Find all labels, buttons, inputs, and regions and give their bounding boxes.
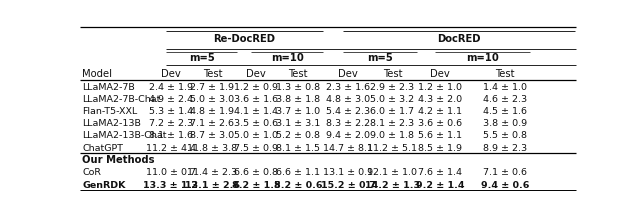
- Text: 7.1 ± 0.6: 7.1 ± 0.6: [483, 168, 527, 177]
- Text: 5.0 ± 1.0: 5.0 ± 1.0: [234, 131, 278, 140]
- Text: DocRED: DocRED: [438, 34, 481, 44]
- Text: LLaMA2-13B-Chat: LLaMA2-13B-Chat: [83, 131, 167, 140]
- Text: 5.6 ± 1.1: 5.6 ± 1.1: [418, 131, 462, 140]
- Text: Re-DocRED: Re-DocRED: [213, 34, 275, 44]
- Text: m=5: m=5: [367, 53, 393, 63]
- Text: 13.1 ± 0.9: 13.1 ± 0.9: [323, 168, 373, 177]
- Text: 7.5 ± 0.9: 7.5 ± 0.9: [234, 143, 278, 152]
- Text: 1.2 ± 0.9: 1.2 ± 0.9: [234, 83, 278, 91]
- Text: 13.3 ± 1.2: 13.3 ± 1.2: [143, 180, 198, 189]
- Text: 5.0 ± 3.2: 5.0 ± 3.2: [371, 95, 415, 104]
- Text: 6.6 ± 0.8: 6.6 ± 0.8: [234, 168, 278, 177]
- Text: Flan-T5-XXL: Flan-T5-XXL: [83, 107, 138, 116]
- Text: 6.0 ± 1.7: 6.0 ± 1.7: [371, 107, 415, 116]
- Text: Test: Test: [495, 69, 515, 78]
- Text: 4.9 ± 2.4: 4.9 ± 2.4: [148, 95, 193, 104]
- Text: 9.4 ± 0.6: 9.4 ± 0.6: [481, 180, 529, 189]
- Text: m=10: m=10: [466, 53, 499, 63]
- Text: 5.4 ± 2.3: 5.4 ± 2.3: [326, 107, 371, 116]
- Text: m=10: m=10: [271, 53, 303, 63]
- Text: 7.1 ± 2.6: 7.1 ± 2.6: [191, 119, 234, 128]
- Text: GenRDK: GenRDK: [83, 180, 126, 189]
- Text: 2.7 ± 1.9: 2.7 ± 1.9: [191, 83, 234, 91]
- Text: 4.5 ± 1.6: 4.5 ± 1.6: [483, 107, 527, 116]
- Text: 8.5 ± 1.9: 8.5 ± 1.9: [418, 143, 462, 152]
- Text: 7.2 ± 2.3: 7.2 ± 2.3: [148, 119, 193, 128]
- Text: 8.1 ± 2.3: 8.1 ± 2.3: [371, 119, 415, 128]
- Text: 11.8 ± 3.8: 11.8 ± 3.8: [188, 143, 237, 152]
- Text: 8.3 ± 2.2: 8.3 ± 2.2: [326, 119, 371, 128]
- Text: 11.2 ± 5.1: 11.2 ± 5.1: [367, 143, 417, 152]
- Text: 4.1 ± 1.4: 4.1 ± 1.4: [234, 107, 278, 116]
- Text: 8.2 ± 0.6: 8.2 ± 0.6: [274, 180, 323, 189]
- Text: 5.3 ± 1.4: 5.3 ± 1.4: [148, 107, 193, 116]
- Text: 15.2 ± 0.7: 15.2 ± 0.7: [321, 180, 376, 189]
- Text: 8.9 ± 2.3: 8.9 ± 2.3: [483, 143, 527, 152]
- Text: 5.0 ± 3.0: 5.0 ± 3.0: [190, 95, 234, 104]
- Text: 4.6 ± 2.3: 4.6 ± 2.3: [483, 95, 527, 104]
- Text: 3.5 ± 0.6: 3.5 ± 0.6: [234, 119, 278, 128]
- Text: Test: Test: [203, 69, 222, 78]
- Text: 11.4 ± 2.3: 11.4 ± 2.3: [188, 168, 237, 177]
- Text: 3.6 ± 0.6: 3.6 ± 0.6: [418, 119, 462, 128]
- Text: 8.1 ± 1.5: 8.1 ± 1.5: [276, 143, 320, 152]
- Text: 4.8 ± 3.0: 4.8 ± 3.0: [326, 95, 371, 104]
- Text: 9.4 ± 2.0: 9.4 ± 2.0: [326, 131, 371, 140]
- Text: Dev: Dev: [161, 69, 180, 78]
- Text: Model: Model: [83, 69, 113, 78]
- Text: Dev: Dev: [339, 69, 358, 78]
- Text: 3.7 ± 1.0: 3.7 ± 1.0: [276, 107, 320, 116]
- Text: 3.8 ± 0.9: 3.8 ± 0.9: [483, 119, 527, 128]
- Text: 1.2 ± 1.0: 1.2 ± 1.0: [418, 83, 462, 91]
- Text: 2.3 ± 1.6: 2.3 ± 1.6: [326, 83, 371, 91]
- Text: 3.1 ± 3.1: 3.1 ± 3.1: [276, 119, 321, 128]
- Text: m=5: m=5: [189, 53, 214, 63]
- Text: 8.7 ± 3.0: 8.7 ± 3.0: [190, 131, 234, 140]
- Text: 9.2 ± 1.4: 9.2 ± 1.4: [416, 180, 465, 189]
- Text: Dev: Dev: [246, 69, 266, 78]
- Text: 8.1 ± 1.6: 8.1 ± 1.6: [148, 131, 193, 140]
- Text: 7.6 ± 1.4: 7.6 ± 1.4: [418, 168, 462, 177]
- Text: 1.3 ± 0.8: 1.3 ± 0.8: [276, 83, 320, 91]
- Text: 13.1 ± 2.6: 13.1 ± 2.6: [185, 180, 240, 189]
- Text: 11.2 ± 4.4: 11.2 ± 4.4: [146, 143, 196, 152]
- Text: 6.6 ± 1.1: 6.6 ± 1.1: [276, 168, 320, 177]
- Text: 3.6 ± 1.6: 3.6 ± 1.6: [234, 95, 278, 104]
- Text: Dev: Dev: [430, 69, 450, 78]
- Text: 2.9 ± 2.3: 2.9 ± 2.3: [371, 83, 415, 91]
- Text: 8.2 ± 1.5: 8.2 ± 1.5: [232, 180, 280, 189]
- Text: LLaMA2-13B: LLaMA2-13B: [83, 119, 141, 128]
- Text: 3.8 ± 1.8: 3.8 ± 1.8: [276, 95, 320, 104]
- Text: Test: Test: [289, 69, 308, 78]
- Text: Our Methods: Our Methods: [83, 155, 155, 165]
- Text: 5.5 ± 0.8: 5.5 ± 0.8: [483, 131, 527, 140]
- Text: 4.2 ± 1.1: 4.2 ± 1.1: [418, 107, 462, 116]
- Text: 5.2 ± 0.8: 5.2 ± 0.8: [276, 131, 320, 140]
- Text: 11.0 ± 0.7: 11.0 ± 0.7: [146, 168, 196, 177]
- Text: 4.8 ± 1.9: 4.8 ± 1.9: [191, 107, 234, 116]
- Text: 2.4 ± 1.9: 2.4 ± 1.9: [148, 83, 193, 91]
- Text: CoR: CoR: [83, 168, 102, 177]
- Text: 14.7 ± 8.1: 14.7 ± 8.1: [323, 143, 373, 152]
- Text: Test: Test: [383, 69, 402, 78]
- Text: 4.3 ± 2.0: 4.3 ± 2.0: [418, 95, 462, 104]
- Text: 9.0 ± 1.8: 9.0 ± 1.8: [371, 131, 415, 140]
- Text: 12.1 ± 1.0: 12.1 ± 1.0: [367, 168, 417, 177]
- Text: LLaMA2-7B: LLaMA2-7B: [83, 83, 135, 91]
- Text: 1.4 ± 1.0: 1.4 ± 1.0: [483, 83, 527, 91]
- Text: ChatGPT: ChatGPT: [83, 143, 124, 152]
- Text: LLaMA2-7B-Chat: LLaMA2-7B-Chat: [83, 95, 161, 104]
- Text: 14.2 ± 1.3: 14.2 ± 1.3: [365, 180, 420, 189]
